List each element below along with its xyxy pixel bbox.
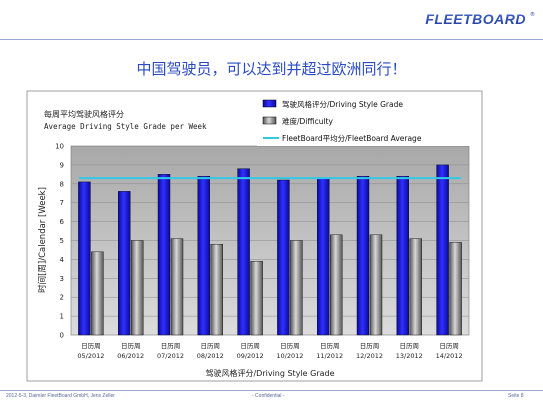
footer-company: 2012-5-3, Daimler FleetBoard GmbH, Jens … <box>6 393 115 399</box>
x-tick-label: 08/2012 <box>197 352 224 360</box>
x-tick-label: 13/2012 <box>396 352 423 360</box>
x-tick-prefix: 日历周 <box>240 342 260 350</box>
bar-driving-grade <box>197 176 211 336</box>
legend-label-grade: 驾驶风格评分/Driving Style Grade <box>282 99 403 109</box>
x-tick-label: 06/2012 <box>117 352 144 360</box>
bar-driving-grade <box>396 176 409 336</box>
legend-box <box>257 92 481 146</box>
x-tick-prefix: 日历周 <box>360 342 380 350</box>
y-tick-label: 8 <box>60 180 64 188</box>
bar-driving-grade <box>317 177 330 336</box>
x-tick-prefix: 日历周 <box>201 342 221 350</box>
x-tick-prefix: 日历周 <box>121 342 141 350</box>
bar-driving-grade <box>117 191 131 336</box>
bar-difficulty <box>170 238 184 336</box>
footer-confidential: - Confidential - <box>252 393 285 399</box>
header-logo: FLEETBOARD ® <box>425 11 535 27</box>
bar-difficulty <box>409 238 422 336</box>
y-tick-label: 7 <box>60 199 64 207</box>
x-tick-prefix: 日历周 <box>320 342 340 350</box>
chart-subtitle: Average Driving Style Grade per Week <box>44 122 207 131</box>
y-axis-label: 时间[周]/Calendar [Week] <box>37 187 48 293</box>
bar-chart: 每周平均驾驶风格评分 Average Driving Style Grade p… <box>26 90 483 382</box>
bar-difficulty <box>290 240 303 336</box>
bar-driving-grade <box>356 176 370 336</box>
y-tick-label: 9 <box>60 161 64 169</box>
bar-driving-grade <box>157 174 171 336</box>
legend-swatch-difficulty <box>262 116 277 125</box>
bar-difficulty <box>250 261 263 336</box>
bar-driving-grade <box>277 179 290 336</box>
x-axis-label: 驾驶风格评分/Driving Style Grade <box>205 368 334 378</box>
bar-driving-grade <box>78 181 91 336</box>
x-tick-prefix: 日历周 <box>81 342 101 350</box>
x-tick-label: 05/2012 <box>77 352 104 360</box>
y-tick-label: 3 <box>60 275 64 283</box>
x-tick-label: 12/2012 <box>356 352 383 360</box>
legend-swatch-grade <box>262 99 277 108</box>
bars <box>78 164 462 336</box>
y-tick-label: 0 <box>60 332 64 340</box>
x-tick-label: 07/2012 <box>157 352 184 360</box>
header-rule <box>0 39 543 40</box>
bar-difficulty <box>130 240 144 336</box>
legend: 驾驶风格评分/Driving Style Grade 难度/Difficulty… <box>257 92 481 146</box>
x-tick-prefix: 日历周 <box>439 342 459 350</box>
bar-difficulty <box>91 251 104 336</box>
y-tick-label: 5 <box>60 237 64 245</box>
y-tick-label: 6 <box>60 218 65 226</box>
slide-title: 中国驾驶员，可以达到并超过欧洲同行！ <box>136 60 407 78</box>
bar-driving-grade <box>436 164 449 336</box>
footer-page-number: Seite 8 <box>508 393 524 399</box>
footer-rule <box>0 390 543 391</box>
x-tick-label: 09/2012 <box>237 352 264 360</box>
chart-title: 每周平均驾驶风格评分 <box>44 109 124 119</box>
y-tick-label: 2 <box>60 294 64 302</box>
legend-label-difficulty: 难度/Difficulty <box>282 116 334 126</box>
fleetboard-logo: FLEETBOARD <box>425 11 526 27</box>
registered-mark-icon: ® <box>530 11 535 18</box>
bar-difficulty <box>210 244 224 336</box>
x-tick-labels: 日历周 05/2012 日历周 06/2012 日历周 07/2012 日历周 08/2012… <box>77 342 462 360</box>
x-tick-prefix: 日历周 <box>400 342 420 350</box>
x-tick-prefix: 日历周 <box>280 342 300 350</box>
y-tick-label: 1 <box>60 313 64 321</box>
y-tick-label: 4 <box>60 256 65 264</box>
x-tick-prefix: 日历周 <box>161 342 181 350</box>
bar-difficulty <box>449 242 462 336</box>
y-tick-label: 10 <box>55 143 64 151</box>
x-tick-label: 10/2012 <box>276 352 303 360</box>
bar-difficulty <box>330 234 343 336</box>
bar-driving-grade <box>237 168 250 336</box>
y-tick-labels: 0 1 2 3 4 5 6 7 8 9 10 <box>55 143 64 340</box>
x-tick-label: 11/2012 <box>316 352 343 360</box>
x-tick-label: 14/2012 <box>436 352 463 360</box>
legend-label-average: FleetBoard平均分/FleetBoard Average <box>282 133 422 143</box>
bar-difficulty <box>369 234 383 336</box>
